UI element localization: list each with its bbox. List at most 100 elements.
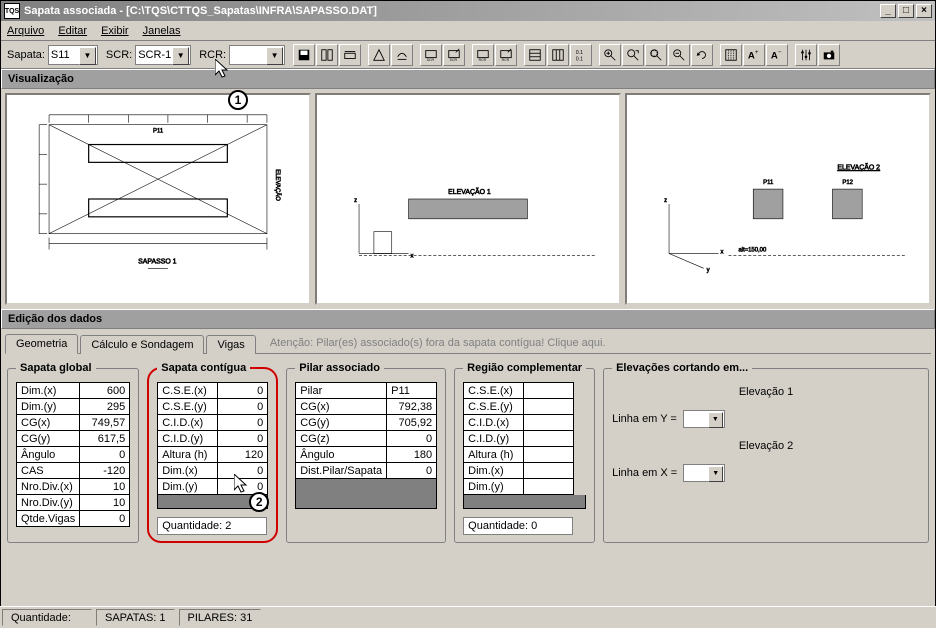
tab-warning[interactable]: Atenção: Pilar(es) associado(s) fora da … xyxy=(270,337,606,349)
table-row[interactable]: Dim.(x) xyxy=(464,463,524,479)
grid-tool-2[interactable] xyxy=(547,44,569,66)
table-cell[interactable]: 705,92 xyxy=(387,415,437,431)
table-row[interactable]: CG(x) xyxy=(17,415,80,431)
table-row[interactable]: Dim.(y) xyxy=(464,479,524,495)
table-cell[interactable]: 749,57 xyxy=(80,415,130,431)
table-cell[interactable] xyxy=(524,447,574,463)
rcr-tool-2[interactable]: RCR xyxy=(495,44,517,66)
table-row[interactable]: Qtde.Vigas xyxy=(17,511,80,527)
table-cell[interactable]: 0 xyxy=(218,431,268,447)
table-cell[interactable]: 0 xyxy=(387,463,437,479)
tab-vigas[interactable]: Vigas xyxy=(206,335,255,354)
table-row[interactable]: C.I.D.(y) xyxy=(464,431,524,447)
viz-pane-elevation-1[interactable]: ELEVAÇÃO 1 z x xyxy=(315,93,621,305)
table-row[interactable]: Dist.Pilar/Sapata xyxy=(296,463,387,479)
maximize-button[interactable]: □ xyxy=(898,4,914,18)
table-row[interactable]: Nro.Div.(y) xyxy=(17,495,80,511)
table-row[interactable]: C.S.E.(y) xyxy=(158,399,218,415)
table-row[interactable]: Altura (h) xyxy=(464,447,524,463)
table-row[interactable]: Nro.Div.(x) xyxy=(17,479,80,495)
table-pilar[interactable]: PilarP11 CG(x)792,38 CG(y)705,92 CG(z)0 … xyxy=(295,382,437,479)
menu-arquivo[interactable]: Arquivo xyxy=(7,25,44,37)
table-cell[interactable]: P11 xyxy=(387,383,437,399)
table-row[interactable]: C.S.E.(x) xyxy=(464,383,524,399)
scr-tool-1[interactable]: SCR xyxy=(420,44,442,66)
table-row[interactable]: C.S.E.(x) xyxy=(158,383,218,399)
table-row[interactable]: Dim.(y) xyxy=(158,479,218,495)
zoom-in-icon[interactable] xyxy=(599,44,621,66)
tab-geometria[interactable]: Geometria xyxy=(5,334,78,354)
table-sapata-contigua[interactable]: C.S.E.(x)0 C.S.E.(y)0 C.I.D.(x)0 C.I.D.(… xyxy=(157,382,268,495)
grid-display-icon[interactable] xyxy=(720,44,742,66)
scr-tool-2[interactable]: SCR xyxy=(443,44,465,66)
save-icon[interactable] xyxy=(293,44,315,66)
rcr-select[interactable] xyxy=(229,45,285,65)
table-row[interactable]: CG(y) xyxy=(296,415,387,431)
num-tool[interactable]: 0.10.1 xyxy=(570,44,592,66)
table-cell[interactable] xyxy=(524,463,574,479)
linha-y-select[interactable] xyxy=(683,410,725,428)
font-increase-icon[interactable]: A+ xyxy=(743,44,765,66)
table-cell[interactable]: 10 xyxy=(80,479,130,495)
table-cell[interactable]: 10 xyxy=(80,495,130,511)
settings-icon[interactable] xyxy=(795,44,817,66)
table-cell[interactable] xyxy=(524,399,574,415)
table-row[interactable]: Pilar xyxy=(296,383,387,399)
table-cell[interactable]: 0 xyxy=(387,431,437,447)
table-cell[interactable]: 0 xyxy=(218,463,268,479)
table-row[interactable]: CG(z) xyxy=(296,431,387,447)
rcr-tool-1[interactable]: RCR xyxy=(472,44,494,66)
menu-exibir[interactable]: Exibir xyxy=(101,25,129,37)
scr-select[interactable]: SCR-1 xyxy=(135,45,191,65)
table-row[interactable]: C.I.D.(x) xyxy=(158,415,218,431)
table-cell[interactable] xyxy=(524,479,574,495)
table-row[interactable]: C.S.E.(y) xyxy=(464,399,524,415)
table-row[interactable]: Dim.(x) xyxy=(17,383,80,399)
table-cell[interactable]: 617,5 xyxy=(80,431,130,447)
table-row[interactable]: C.I.D.(x) xyxy=(464,415,524,431)
table-row[interactable]: CG(x) xyxy=(296,399,387,415)
table-row[interactable]: Dim.(y) xyxy=(17,399,80,415)
menu-janelas[interactable]: Janelas xyxy=(143,25,181,37)
close-button[interactable]: × xyxy=(916,4,932,18)
table-row[interactable]: Dim.(x) xyxy=(158,463,218,479)
table-cell[interactable]: 0 xyxy=(218,399,268,415)
table-sapata-global[interactable]: Dim.(x)600 Dim.(y)295 CG(x)749,57 CG(y)6… xyxy=(16,382,130,527)
font-decrease-icon[interactable]: A− xyxy=(766,44,788,66)
table-cell[interactable]: 180 xyxy=(387,447,437,463)
zoom-out-icon[interactable] xyxy=(668,44,690,66)
zoom-tool-2[interactable] xyxy=(622,44,644,66)
tool-icon-4[interactable] xyxy=(391,44,413,66)
refresh-icon[interactable] xyxy=(691,44,713,66)
linha-x-select[interactable] xyxy=(683,464,725,482)
table-cell[interactable]: 600 xyxy=(80,383,130,399)
table-cell[interactable]: 0 xyxy=(218,383,268,399)
zoom-fit-icon[interactable] xyxy=(645,44,667,66)
viz-pane-plan[interactable]: SAPASSO 1 P11 ELEVAÇÃO xyxy=(5,93,311,305)
tab-calculo[interactable]: Cálculo e Sondagem xyxy=(80,335,204,354)
table-cell[interactable]: 120 xyxy=(218,447,268,463)
camera-icon[interactable] xyxy=(818,44,840,66)
tool-icon-3[interactable] xyxy=(368,44,390,66)
table-cell[interactable] xyxy=(524,383,574,399)
table-cell[interactable]: 792,38 xyxy=(387,399,437,415)
table-cell[interactable]: 0 xyxy=(80,511,130,527)
grid-tool-1[interactable] xyxy=(524,44,546,66)
table-row[interactable]: CAS xyxy=(17,463,80,479)
table-row[interactable]: C.I.D.(y) xyxy=(158,431,218,447)
viz-pane-elevation-2[interactable]: ELEVAÇÃO 2 P11 P12 z x y alt=150,00 xyxy=(625,93,931,305)
table-row[interactable]: Ângulo xyxy=(296,447,387,463)
table-regiao[interactable]: C.S.E.(x) C.S.E.(y) C.I.D.(x) C.I.D.(y) … xyxy=(463,382,574,495)
sapata-select[interactable]: S11 xyxy=(48,45,98,65)
table-cell[interactable]: 295 xyxy=(80,399,130,415)
tool-icon-2[interactable] xyxy=(339,44,361,66)
minimize-button[interactable]: _ xyxy=(880,4,896,18)
table-row[interactable]: CG(y) xyxy=(17,431,80,447)
table-cell[interactable] xyxy=(524,431,574,447)
table-row[interactable]: Altura (h) xyxy=(158,447,218,463)
table-cell[interactable]: -120 xyxy=(80,463,130,479)
table-cell[interactable]: 0 xyxy=(80,447,130,463)
tool-icon-1[interactable] xyxy=(316,44,338,66)
table-cell[interactable] xyxy=(524,415,574,431)
table-row[interactable]: Ângulo xyxy=(17,447,80,463)
